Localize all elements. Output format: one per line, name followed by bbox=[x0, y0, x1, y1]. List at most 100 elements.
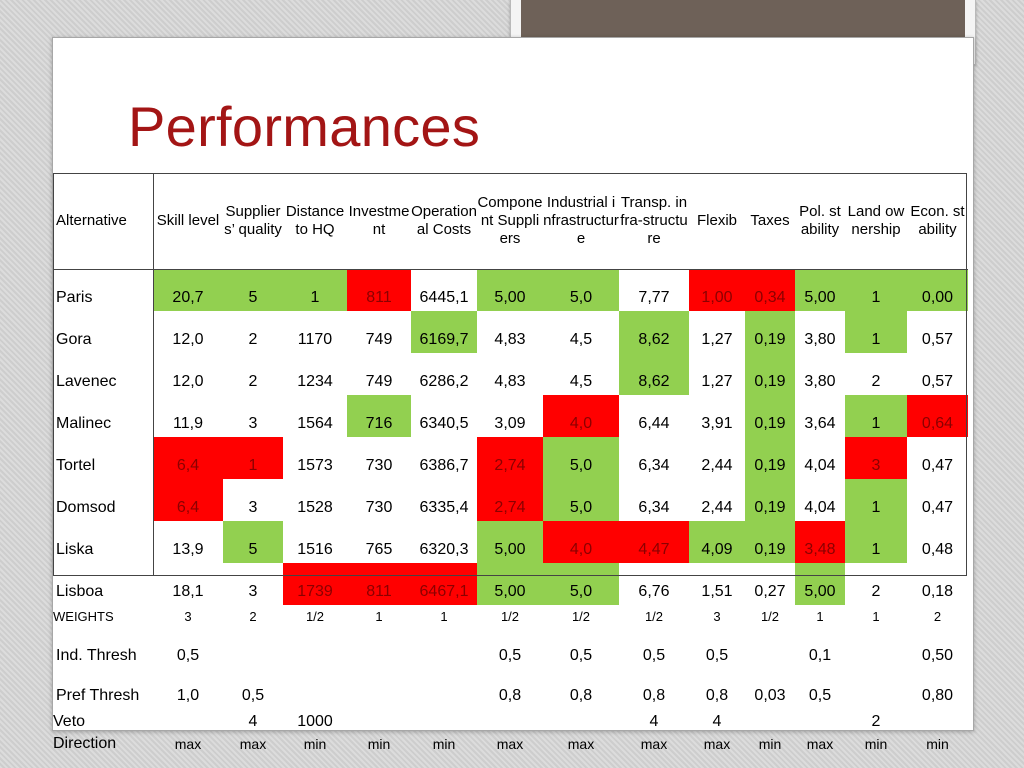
table-cell: 6386,7 bbox=[419, 457, 469, 474]
ind-thresh-value: 0,5 bbox=[176, 647, 200, 664]
alternative-name: Liska bbox=[56, 541, 94, 558]
table-cell: 730 bbox=[365, 499, 393, 516]
table-cell: 18,1 bbox=[172, 583, 204, 600]
ind-thresh-value: 0,5 bbox=[705, 647, 729, 664]
pref-thresh-value: 0,8 bbox=[569, 687, 593, 704]
pref-thresh-value bbox=[283, 667, 347, 707]
alternative-name: Tortel bbox=[56, 457, 96, 474]
table-cell: 12,0 bbox=[172, 331, 204, 348]
alternative-column-divider bbox=[153, 173, 154, 576]
table-cell: 3 bbox=[248, 415, 258, 432]
column-header: Industrial infrastructure bbox=[543, 194, 619, 247]
table-cell: 1 bbox=[845, 269, 907, 311]
ind-thresh-value: 0,5 bbox=[498, 647, 522, 664]
table-cell: 4,5 bbox=[569, 373, 593, 390]
table-cell: 1 bbox=[845, 479, 907, 521]
header-row: Alternative Skill level Suppliers’ quality… bbox=[53, 173, 968, 269]
table-row: Lavenec 12,0 2 1234 749 6286,2 4,83 4,5 8,62 1,27… bbox=[53, 353, 968, 395]
veto-value bbox=[477, 707, 543, 731]
table-cell: 3 bbox=[248, 583, 258, 600]
table-cell: 3 bbox=[845, 437, 907, 479]
table-cell: 730 bbox=[365, 457, 393, 474]
table-cell: 811 bbox=[347, 269, 411, 311]
table-cell: 6320,3 bbox=[419, 541, 469, 558]
veto-value: 4 bbox=[248, 713, 258, 730]
table-cell: 4,5 bbox=[569, 331, 593, 348]
ind-thresh-value bbox=[347, 627, 411, 667]
column-header: Alternative bbox=[56, 212, 127, 229]
table-cell: 0,57 bbox=[921, 373, 954, 390]
weights-value: 1/2 bbox=[644, 608, 664, 624]
table-cell: 2 bbox=[248, 331, 258, 348]
table-cell: 6,34 bbox=[638, 499, 670, 516]
table-cell: 7,77 bbox=[638, 289, 670, 306]
table-cell: 6,76 bbox=[638, 583, 670, 600]
table-cell: 5 bbox=[223, 269, 283, 311]
direction-value: min bbox=[864, 736, 888, 752]
ind-thresh-value bbox=[283, 627, 347, 667]
table-cell: 3,64 bbox=[804, 415, 836, 432]
table-cell: 0,19 bbox=[745, 437, 795, 479]
column-header: Pol. stability bbox=[799, 203, 841, 238]
table-cell: 0,18 bbox=[921, 583, 954, 600]
veto-value: 1000 bbox=[297, 713, 333, 730]
veto-value: 2 bbox=[871, 713, 881, 730]
table-cell: 5 bbox=[223, 521, 283, 563]
table-cell: 716 bbox=[347, 395, 411, 437]
table-row: Lisboa 18,1 3 1739 811 6467,1 5,00 5,0 6,76 1,51 0… bbox=[53, 563, 968, 605]
table-cell: 0,19 bbox=[745, 521, 795, 563]
table-cell: 3 bbox=[248, 499, 258, 516]
table-cell: 1,27 bbox=[701, 331, 733, 348]
weights-value: 3 bbox=[713, 608, 721, 624]
table-cell: 1516 bbox=[297, 541, 333, 558]
ind-thresh-row: Ind. Thresh 0,5 0,5 0,5 0,5 0,5 0,1 0,50 bbox=[53, 627, 968, 667]
table-cell: 5,00 bbox=[795, 563, 845, 605]
alternative-name: Gora bbox=[56, 331, 92, 348]
ind-thresh-value bbox=[745, 627, 795, 667]
weights-value: 1 bbox=[375, 608, 383, 624]
direction-value: max bbox=[703, 736, 731, 752]
table-cell: 1234 bbox=[297, 373, 333, 390]
veto-value bbox=[153, 707, 223, 731]
table-cell: 2 bbox=[871, 583, 881, 600]
table-cell: 13,9 bbox=[172, 541, 204, 558]
table-cell: 1 bbox=[283, 269, 347, 311]
weights-row: WEIGHTS 3 2 1/2 1 1 1/2 1/2 1/2 3 1/2 1 1 2 bbox=[53, 605, 968, 627]
table-cell: 12,0 bbox=[172, 373, 204, 390]
table-cell: 0,47 bbox=[921, 457, 954, 474]
table-cell: 3,48 bbox=[795, 521, 845, 563]
alternative-name: Lavenec bbox=[56, 373, 117, 390]
pref-thresh-value: 0,8 bbox=[705, 687, 729, 704]
weights-value: 1/2 bbox=[760, 608, 780, 624]
table-cell: 5,00 bbox=[477, 563, 543, 605]
direction-value: min bbox=[303, 736, 327, 752]
table-cell: 6,4 bbox=[153, 479, 223, 521]
table-cell: 5,0 bbox=[543, 269, 619, 311]
table-cell: 0,19 bbox=[745, 353, 795, 395]
table-cell: 1528 bbox=[297, 499, 333, 516]
table-cell: 0,47 bbox=[921, 499, 954, 516]
weights-value: 1 bbox=[816, 608, 824, 624]
pref-thresh-value: 0,5 bbox=[808, 687, 832, 704]
table-cell: 4,83 bbox=[494, 373, 526, 390]
table-cell: 8,62 bbox=[619, 311, 689, 353]
table-cell: 4,0 bbox=[543, 395, 619, 437]
slide-title: Performances bbox=[128, 95, 481, 158]
table-cell: 11,9 bbox=[173, 415, 203, 432]
ind-thresh-value bbox=[223, 627, 283, 667]
pref-thresh-value: 0,8 bbox=[498, 687, 522, 704]
table-cell: 5,00 bbox=[477, 269, 543, 311]
table-row: Paris 20,7 5 1 811 6445,1 5,00 5,0 7,77 1,00 0,34 5… bbox=[53, 269, 968, 311]
table-cell: 0,57 bbox=[921, 331, 954, 348]
table-cell: 765 bbox=[365, 541, 393, 558]
pref-thresh-value bbox=[845, 667, 907, 707]
table-cell: 4,0 bbox=[543, 521, 619, 563]
column-header: Land ownership bbox=[847, 203, 905, 238]
table-cell: 3,91 bbox=[701, 415, 733, 432]
table-cell: 4,83 bbox=[494, 331, 526, 348]
table-cell: 1 bbox=[845, 395, 907, 437]
table-cell: 6,34 bbox=[638, 457, 670, 474]
direction-value: min bbox=[367, 736, 391, 752]
pref-thresh-value bbox=[411, 667, 477, 707]
slide bbox=[52, 37, 974, 731]
